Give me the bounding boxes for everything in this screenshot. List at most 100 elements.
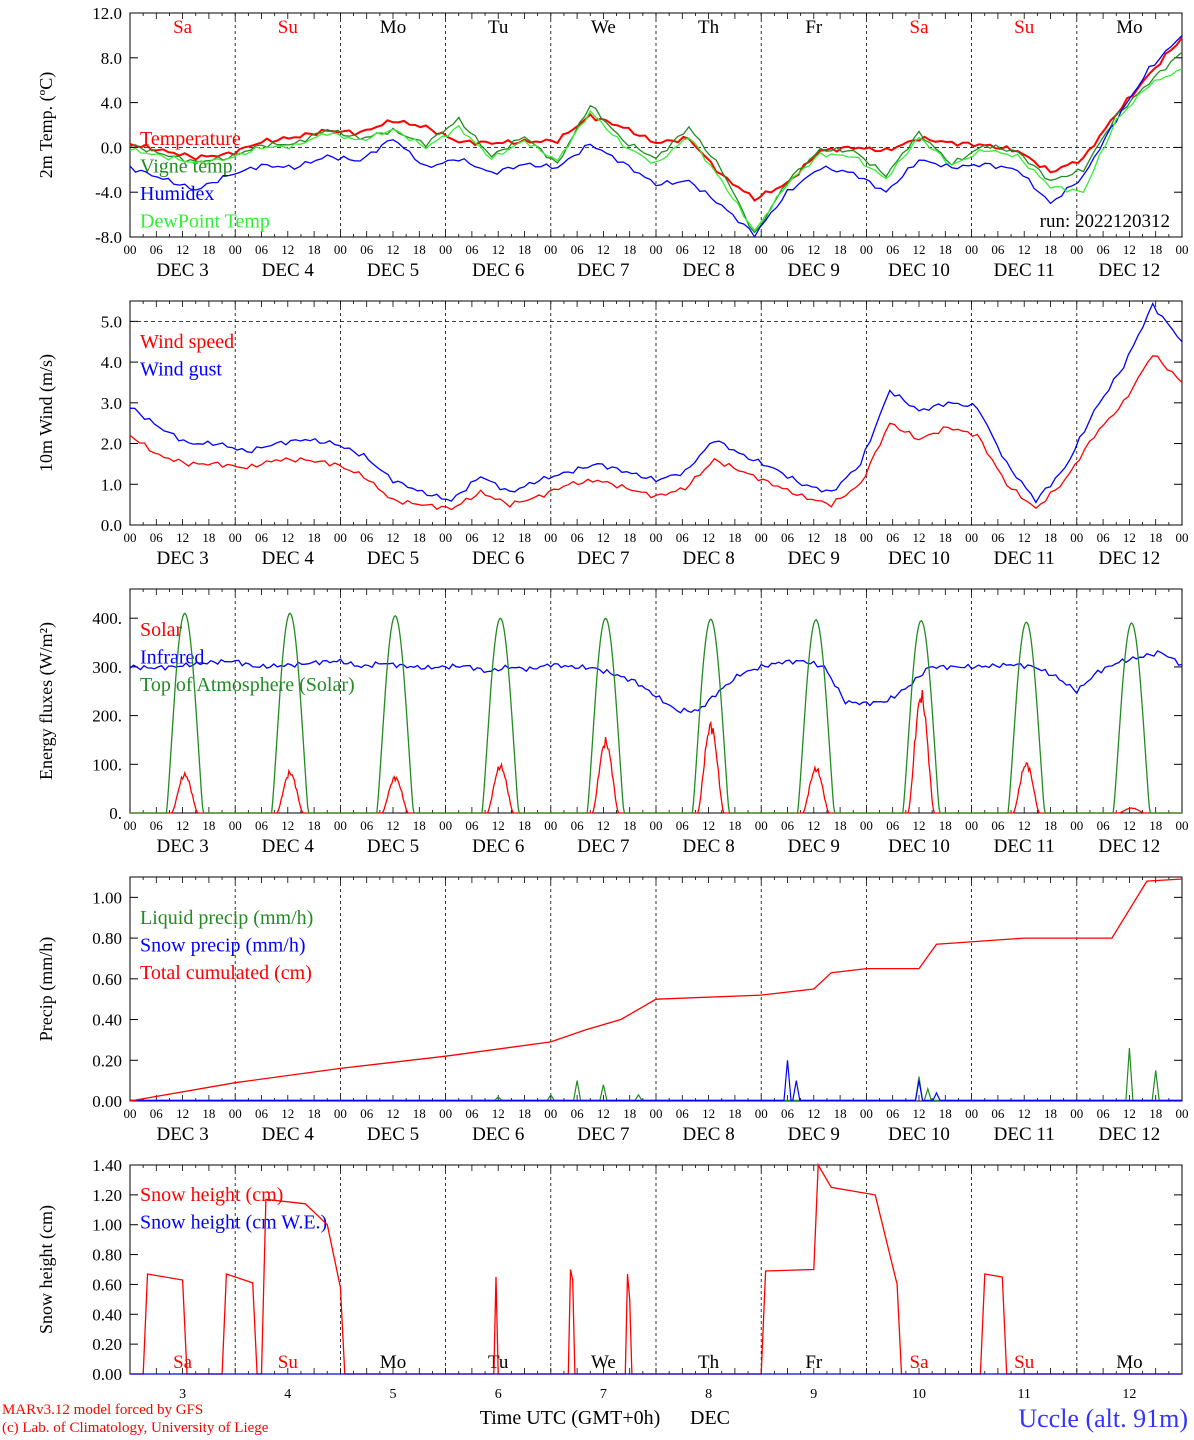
series-dewpoint-temp <box>129 68 1183 232</box>
hour-label: 12 <box>492 530 505 545</box>
weekday-label: Fr <box>805 17 823 38</box>
model-credit: MARv3.12 model forced by GFS <box>2 1402 204 1418</box>
hour-label: 00 <box>650 530 663 545</box>
weekday-label: Sa <box>910 1352 930 1373</box>
y-axis-label: Precip (mm/h) <box>36 937 57 1041</box>
date-label: DEC 10 <box>888 1124 950 1145</box>
weekday-label: Su <box>278 17 299 38</box>
series-snow-precip-mm-h- <box>130 1060 1182 1101</box>
hour-label: 00 <box>439 818 452 833</box>
date-label: DEC 7 <box>577 260 629 281</box>
date-label: DEC 12 <box>1099 836 1161 857</box>
hour-label: 00 <box>965 242 978 257</box>
hour-label: 06 <box>781 242 795 257</box>
y-tick-label: 0.0 <box>101 516 122 535</box>
hour-label: 00 <box>1176 530 1189 545</box>
hour-label: 06 <box>465 242 479 257</box>
day-number: 3 <box>179 1387 186 1402</box>
hour-label: 00 <box>544 1106 557 1121</box>
weekday-label: Sa <box>173 17 193 38</box>
weekday-label: Th <box>698 17 720 38</box>
y-tick-label: 0.40 <box>92 1305 122 1324</box>
date-label: DEC 9 <box>788 1124 840 1145</box>
y-tick-label: 5.0 <box>101 312 122 331</box>
hour-label: 00 <box>1070 1106 1083 1121</box>
hour-label: 18 <box>1149 818 1162 833</box>
y-tick-label: 0.00 <box>92 1365 122 1384</box>
series-vigne-temp <box>129 51 1183 234</box>
hour-label: 18 <box>202 242 215 257</box>
hour-label: 18 <box>518 242 531 257</box>
hour-label: 06 <box>781 530 795 545</box>
date-label: DEC 9 <box>788 836 840 857</box>
hour-label: 06 <box>991 530 1005 545</box>
series-infrared <box>129 650 1183 714</box>
weekday-label: Fr <box>805 1352 823 1373</box>
day-number: 10 <box>912 1387 926 1402</box>
date-label: DEC 12 <box>1099 548 1161 569</box>
y-tick-label: 1.00 <box>92 888 122 907</box>
legend-entry: DewPoint Temp <box>140 211 270 233</box>
hour-label: 06 <box>360 242 374 257</box>
hour-label: 00 <box>334 530 347 545</box>
legend-entry: Liquid precip (mm/h) <box>140 907 313 929</box>
date-label: DEC 8 <box>682 1124 734 1145</box>
hour-label: 00 <box>965 530 978 545</box>
series-wind-speed <box>129 355 1183 511</box>
y-axis-label: 2m Temp. (ºC) <box>36 72 57 178</box>
y-tick-label: 400. <box>92 609 122 628</box>
y-tick-label: 12.0 <box>92 4 122 23</box>
panel-1: -8.0 -4.0 0.0 4.0 8.0 12.0 2m Temp. (ºC) 00 06 12… <box>36 4 1189 281</box>
hour-label: 12 <box>387 818 400 833</box>
hour-label: 12 <box>1123 242 1136 257</box>
date-label: DEC 10 <box>888 548 950 569</box>
y-tick-label: 8.0 <box>101 49 122 68</box>
hour-label: 00 <box>860 242 873 257</box>
hour-label: 18 <box>1044 242 1057 257</box>
hour-label: 18 <box>623 530 636 545</box>
hour-label: 06 <box>465 818 479 833</box>
weekday-label: Mo <box>1116 1352 1142 1373</box>
y-tick-label: 1.0 <box>101 475 122 494</box>
y-tick-label: -4.0 <box>95 183 122 202</box>
hour-label: 12 <box>281 1106 294 1121</box>
day-number: 12 <box>1122 1387 1136 1402</box>
date-label: DEC 6 <box>472 836 524 857</box>
y-tick-label: 0.40 <box>92 1011 122 1030</box>
hour-label: 06 <box>571 1106 585 1121</box>
day-number: 9 <box>810 1387 817 1402</box>
hour-label: 06 <box>886 530 900 545</box>
hour-label: 06 <box>150 530 164 545</box>
hour-label: 12 <box>176 818 189 833</box>
hour-label: 18 <box>202 1106 215 1121</box>
hour-label: 00 <box>439 1106 452 1121</box>
y-tick-label: 300. <box>92 658 122 677</box>
y-tick-label: 1.20 <box>92 1186 122 1205</box>
hour-label: 00 <box>229 242 242 257</box>
hour-label: 00 <box>860 1106 873 1121</box>
hour-label: 18 <box>939 530 952 545</box>
date-label: DEC 11 <box>994 1124 1055 1145</box>
date-label: DEC 10 <box>888 260 950 281</box>
hour-label: 06 <box>571 818 585 833</box>
hour-label: 06 <box>676 530 690 545</box>
hour-label: 06 <box>886 1106 900 1121</box>
date-label: DEC 3 <box>156 836 208 857</box>
date-label: DEC 6 <box>472 260 524 281</box>
series-wind-gust <box>129 301 1183 504</box>
hour-label: 00 <box>650 242 663 257</box>
hour-label: 18 <box>728 1106 741 1121</box>
hour-label: 06 <box>360 530 374 545</box>
hour-label: 12 <box>807 1106 820 1121</box>
hour-label: 18 <box>308 818 321 833</box>
date-label: DEC 11 <box>994 260 1055 281</box>
hour-label: 06 <box>991 818 1005 833</box>
hour-label: 18 <box>834 242 847 257</box>
hour-label: 18 <box>834 530 847 545</box>
hour-label: 12 <box>492 1106 505 1121</box>
hour-label: 06 <box>676 242 690 257</box>
hour-label: 00 <box>124 530 137 545</box>
hour-label: 06 <box>676 818 690 833</box>
y-tick-label: 0.20 <box>92 1051 122 1070</box>
